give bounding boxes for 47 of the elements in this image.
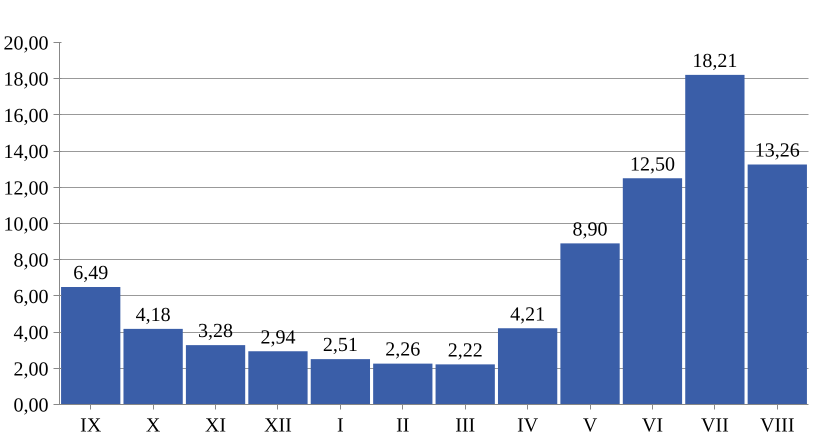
data-label: 2,94: [260, 326, 296, 348]
x-tick-label: I: [337, 414, 344, 436]
y-tick-label: 2,00: [14, 358, 48, 380]
y-tick-label: 8,00: [14, 250, 48, 272]
data-label: 4,21: [510, 303, 546, 326]
y-tick-label: 6,00: [14, 286, 48, 308]
x-tick-label: IX: [80, 414, 102, 436]
x-tick-label: XI: [204, 414, 226, 436]
data-label: 12,50: [630, 153, 675, 176]
bar: [560, 243, 620, 404]
y-tick-label: 10,00: [4, 214, 48, 236]
bar: [498, 328, 558, 404]
bar: [436, 364, 495, 404]
x-tick-label: III: [455, 414, 476, 436]
y-tick-label: 0,00: [14, 394, 48, 416]
y-tick-label: 16,00: [4, 104, 48, 127]
bar: [310, 359, 370, 404]
data-label: 2,22: [448, 339, 483, 362]
bar: [373, 364, 432, 404]
data-label: 4,18: [136, 304, 171, 326]
bar: [622, 178, 682, 404]
data-label: 2,51: [322, 334, 358, 356]
y-tick-label: 20,00: [4, 32, 48, 54]
bar: [248, 351, 308, 404]
x-tick-label: VII: [700, 414, 729, 436]
data-label: 3,28: [198, 320, 234, 342]
x-tick-label: II: [396, 414, 410, 436]
data-label: 13,26: [754, 139, 800, 162]
data-label: 8,90: [572, 218, 608, 240]
data-label: 6,49: [73, 262, 108, 284]
y-tick-label: 4,00: [14, 322, 48, 344]
bar: [685, 74, 745, 404]
x-tick-label: X: [146, 414, 161, 436]
y-tick-label: 12,00: [4, 177, 48, 200]
data-label: 2,26: [385, 338, 420, 361]
x-tick-label: V: [582, 414, 598, 436]
bar: [123, 328, 183, 404]
bar: [186, 345, 246, 404]
data-label: 18,21: [692, 50, 738, 72]
y-tick-label: 14,00: [4, 141, 48, 164]
bar: [61, 287, 120, 404]
y-tick-label: 18,00: [4, 68, 48, 91]
x-tick-label: IV: [517, 414, 539, 436]
x-tick-label: VIII: [760, 414, 795, 436]
bar: [748, 164, 807, 404]
x-tick-label: VI: [642, 414, 664, 436]
x-tick-label: XII: [264, 414, 292, 436]
